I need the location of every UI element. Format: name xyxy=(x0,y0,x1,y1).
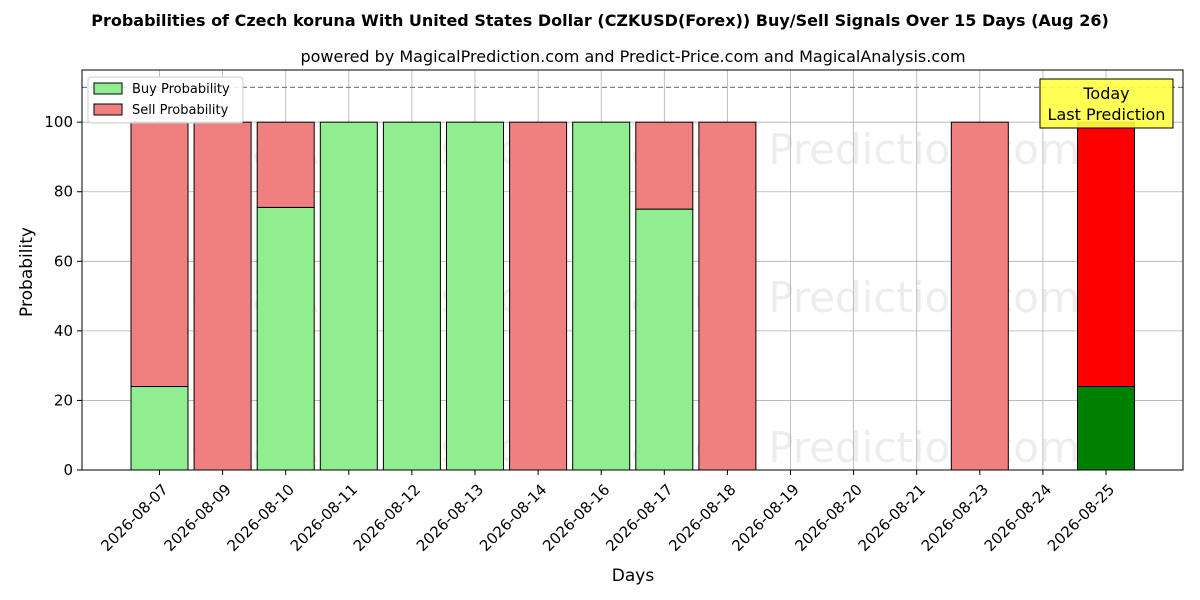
legend: Buy Probability Sell Probability xyxy=(87,76,244,124)
sell-bar xyxy=(509,121,568,471)
sell-bar xyxy=(950,121,1009,471)
x-axis-ticks: 2026-08-072026-08-092026-08-102026-08-11… xyxy=(97,470,1118,555)
y-axis-ticks: 0 20 40 60 80 100 xyxy=(44,113,82,479)
y-tick-label: 40 xyxy=(54,322,73,340)
x-tick-label: 2026-08-23 xyxy=(918,481,992,555)
x-tick-label: 2026-08-10 xyxy=(224,481,298,555)
last-prediction-label: Last Prediction xyxy=(1048,105,1166,124)
sell-bar xyxy=(256,121,315,208)
sell-bar xyxy=(193,121,252,471)
y-axis-label: Probability xyxy=(17,227,37,317)
sell-bar xyxy=(635,121,694,210)
x-axis-label: Days xyxy=(612,566,655,586)
sell-bar xyxy=(698,121,757,471)
today-annotation: Today Last Prediction xyxy=(1039,78,1174,129)
x-tick-label: 2026-08-17 xyxy=(602,481,676,555)
y-tick-label: 60 xyxy=(54,252,73,270)
buy-bar xyxy=(446,121,504,471)
x-tick-label: 2026-08-13 xyxy=(413,481,487,555)
buy-bar xyxy=(572,121,631,471)
x-tick-label: 2026-08-12 xyxy=(350,481,424,555)
buy-bar xyxy=(382,121,441,471)
today-label: Today xyxy=(1082,84,1129,103)
chart-title: Probabilities of Czech koruna With Unite… xyxy=(91,11,1109,30)
buy-bar xyxy=(319,121,378,471)
x-tick-label: 2026-08-14 xyxy=(476,481,550,555)
legend-box xyxy=(87,76,244,124)
x-tick-label: 2026-08-09 xyxy=(160,481,234,555)
buy-bar xyxy=(256,206,315,471)
buy-bar xyxy=(635,208,694,471)
x-tick-label: 2026-08-21 xyxy=(855,481,929,555)
legend-swatch xyxy=(93,103,123,116)
legend-label: Sell Probability xyxy=(132,103,229,118)
today-box xyxy=(1039,78,1174,129)
x-tick-label: 2026-08-20 xyxy=(791,481,865,555)
x-tick-label: 2026-08-24 xyxy=(981,481,1055,555)
plot-frame xyxy=(81,69,1184,471)
chart-subtitle: powered by MagicalPrediction.com and Pre… xyxy=(300,47,965,66)
x-tick-label: 2026-08-07 xyxy=(97,481,171,555)
buy-bar xyxy=(1077,386,1135,471)
bars xyxy=(130,121,1135,471)
x-tick-label: 2026-08-16 xyxy=(539,481,613,555)
x-tick-label: 2026-08-11 xyxy=(287,481,361,555)
sell-bar xyxy=(1077,121,1135,388)
x-tick-label: 2026-08-18 xyxy=(665,481,739,555)
legend-label: Buy Probability xyxy=(132,82,230,97)
sell-bar xyxy=(130,121,189,388)
legend-swatch xyxy=(93,82,123,95)
x-tick-label: 2026-08-25 xyxy=(1044,481,1118,555)
y-tick-label: 100 xyxy=(44,113,73,131)
y-tick-label: 0 xyxy=(63,461,73,479)
buy-bar xyxy=(130,386,189,471)
y-tick-label: 20 xyxy=(54,391,73,409)
x-tick-label: 2026-08-19 xyxy=(728,481,802,555)
y-tick-label: 80 xyxy=(54,183,73,201)
